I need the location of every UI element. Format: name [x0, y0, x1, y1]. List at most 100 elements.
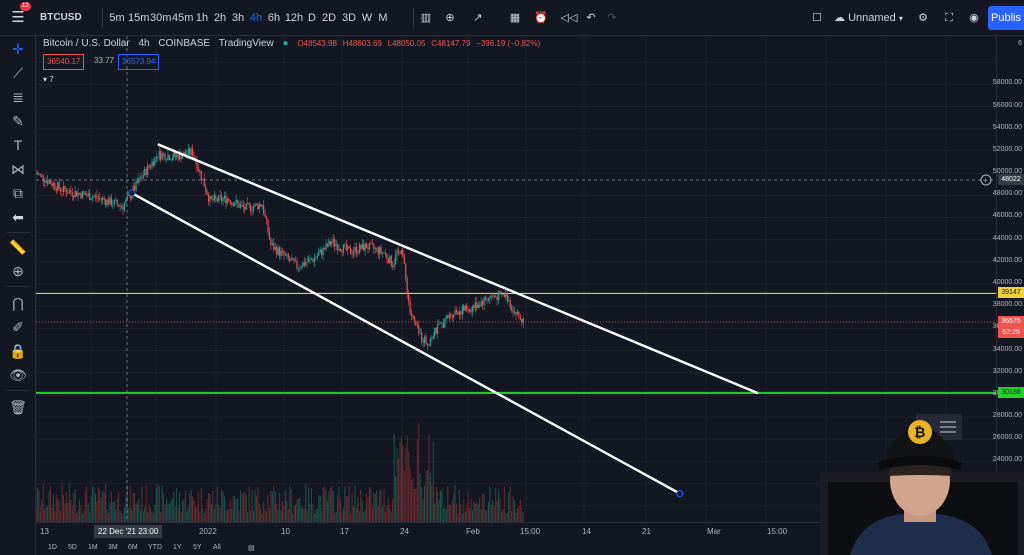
fib-tool[interactable]: ≣: [8, 88, 28, 106]
volume-bar: [190, 490, 192, 522]
buy-price-button[interactable]: 36573.94: [118, 54, 160, 70]
snapshot-button[interactable]: ◉: [965, 8, 983, 28]
trendlines[interactable]: [128, 143, 759, 498]
compare-button[interactable]: ⊕: [441, 8, 459, 28]
interval-4h[interactable]: 4h: [249, 12, 263, 24]
lock-tool[interactable]: 🔒: [8, 342, 28, 360]
interval-2d[interactable]: 2D: [321, 12, 337, 24]
volume-bar: [158, 486, 160, 522]
undo-button[interactable]: ↶: [583, 8, 599, 28]
interval-45m[interactable]: 45m: [172, 12, 194, 24]
prediction-tool[interactable]: ⧉: [8, 184, 28, 202]
lines-icon: ≣: [12, 89, 24, 105]
interval-5m[interactable]: 5m: [109, 12, 125, 24]
remove-tool[interactable]: 🗑: [8, 398, 28, 416]
magnet-tool[interactable]: ⋂: [8, 294, 28, 312]
add-alert-icon[interactable]: [980, 174, 992, 186]
back-tool[interactable]: ⬅: [8, 208, 28, 226]
candle-body: [341, 251, 343, 253]
zoom-tool[interactable]: ⊕: [8, 262, 28, 280]
volume-bar: [225, 510, 227, 522]
volume-bar: [425, 471, 427, 522]
candle-body: [484, 297, 487, 300]
range-all[interactable]: All: [213, 544, 221, 551]
volume-bar: [429, 473, 431, 522]
layout-toggle-button[interactable]: ☐: [808, 8, 826, 28]
candle-body: [428, 344, 430, 346]
interval-d[interactable]: D: [308, 12, 316, 24]
trendline-1[interactable]: [157, 143, 759, 395]
interval-6h[interactable]: 6h: [267, 12, 281, 24]
interval-15m[interactable]: 15m: [128, 12, 150, 24]
calendar-icon[interactable]: ▤: [248, 545, 255, 552]
candle-body: [439, 322, 442, 324]
interval-2h[interactable]: 2h: [213, 12, 227, 24]
trendline-handle[interactable]: [128, 189, 136, 197]
volume-bar: [293, 505, 295, 522]
candle-body: [62, 185, 65, 193]
symbol-search-button[interactable]: BTCUSD: [40, 12, 82, 23]
fullscreen-button[interactable]: ⛶: [940, 8, 958, 28]
interval-3d[interactable]: 3D: [341, 12, 357, 24]
interval-m[interactable]: M: [378, 12, 388, 24]
range-1m[interactable]: 1M: [88, 544, 98, 551]
brush-tool[interactable]: ✎: [8, 112, 28, 130]
crosshair-tool[interactable]: ✛: [8, 40, 28, 58]
interval-1h[interactable]: 1h: [195, 12, 209, 24]
candle-body: [403, 257, 405, 264]
interval-12h[interactable]: 12h: [284, 12, 304, 24]
volume-bar: [106, 508, 108, 522]
time-label: 10: [281, 527, 290, 536]
redo-button[interactable]: ↷: [604, 8, 620, 28]
range-1y[interactable]: 1Y: [173, 544, 182, 551]
measure-tool[interactable]: 📏: [8, 238, 28, 256]
volume-bar: [247, 512, 249, 522]
time-axis[interactable]: 13 22 Dec '21 23:00 2022 10 17 24 Feb 15:00 14 21…: [36, 522, 996, 540]
text-icon: T: [13, 137, 23, 153]
candle-body: [55, 188, 57, 191]
layout-name-button[interactable]: ☁ Unnamed ▾: [834, 8, 910, 28]
interval-30m[interactable]: 30m: [150, 12, 172, 24]
range-5y[interactable]: 5Y: [193, 544, 202, 551]
range-6m[interactable]: 6M: [128, 544, 138, 551]
volume-bar: [164, 504, 166, 522]
eye-icon: 👁: [9, 367, 27, 383]
pattern-tool[interactable]: ⋈: [8, 160, 28, 178]
trendline-handle[interactable]: [676, 490, 684, 498]
hide-tool[interactable]: 👁: [8, 366, 28, 384]
indicators-toggle[interactable]: ▾ 7: [43, 74, 54, 86]
publish-button[interactable]: Publis: [988, 6, 1024, 30]
volume-bar: [331, 485, 333, 522]
range-1d[interactable]: 1D: [48, 544, 57, 551]
candle-body: [419, 333, 421, 334]
text-tool[interactable]: T: [8, 136, 28, 154]
volume-bar: [90, 495, 92, 522]
replay-button[interactable]: ◁◁: [560, 8, 578, 28]
indicators-button[interactable]: ↗: [466, 8, 490, 28]
interval-w[interactable]: W: [361, 12, 373, 24]
stay-drawing-tool[interactable]: ✐: [8, 318, 28, 336]
candle-body: [405, 263, 407, 279]
range-3m[interactable]: 3M: [108, 544, 118, 551]
templates-button[interactable]: ▦: [506, 8, 524, 28]
range-ytd[interactable]: YTD: [148, 544, 162, 551]
candle-style-button[interactable]: ▥: [418, 8, 434, 28]
trendline-2[interactable]: [131, 191, 681, 495]
volume-bar: [480, 509, 482, 522]
candle-body: [81, 191, 83, 199]
settings-button[interactable]: ⚙: [914, 8, 932, 28]
sell-price-button[interactable]: 36540.17: [43, 54, 85, 70]
volume-bar: [396, 448, 398, 522]
candle-body: [122, 206, 124, 211]
candle-body: [297, 267, 300, 269]
candle-body: [354, 246, 356, 252]
candle-body: [242, 204, 244, 207]
interval-3h[interactable]: 3h: [231, 12, 245, 24]
price-label: 28000.00: [992, 412, 1022, 420]
candle-body: [512, 309, 514, 313]
alert-button[interactable]: ⏰: [532, 8, 550, 28]
candle-body: [321, 249, 323, 256]
range-5d[interactable]: 5D: [68, 544, 77, 551]
main-menu-button[interactable]: ☰ 12: [4, 2, 32, 28]
trendline-tool[interactable]: ⟋: [8, 64, 28, 82]
